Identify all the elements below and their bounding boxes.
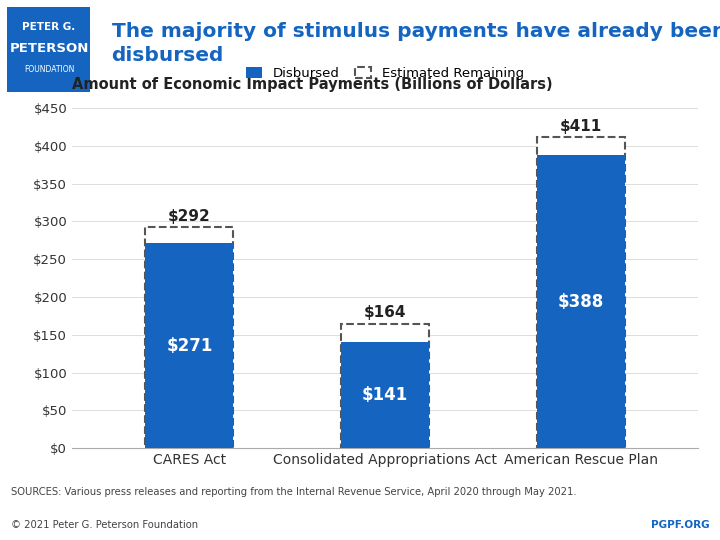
Text: $411: $411 — [560, 119, 602, 134]
Bar — [145, 227, 233, 448]
Text: $164: $164 — [364, 306, 407, 320]
Bar — [537, 138, 625, 448]
Text: The majority of stimulus payments have already been
disbursed: The majority of stimulus payments have a… — [112, 23, 720, 65]
Text: PETER G.: PETER G. — [22, 22, 76, 32]
Text: $292: $292 — [168, 208, 211, 224]
Text: $388: $388 — [558, 293, 604, 310]
Text: © 2021 Peter G. Peterson Foundation: © 2021 Peter G. Peterson Foundation — [11, 519, 198, 530]
Text: PETERSON: PETERSON — [9, 42, 89, 55]
Text: $271: $271 — [166, 337, 212, 355]
Text: SOURCES: Various press releases and reporting from the Internal Revenue Service,: SOURCES: Various press releases and repo… — [11, 487, 577, 497]
Bar — [341, 342, 429, 448]
Bar — [537, 155, 625, 448]
FancyBboxPatch shape — [7, 7, 90, 92]
Text: Amount of Economic Impact Payments (Billions of Dollars): Amount of Economic Impact Payments (Bill… — [72, 77, 553, 92]
Text: PGPF.ORG: PGPF.ORG — [651, 519, 709, 530]
Bar — [341, 324, 429, 448]
Text: $141: $141 — [362, 386, 408, 404]
Text: FOUNDATION: FOUNDATION — [24, 65, 74, 75]
Bar — [145, 244, 233, 448]
Legend: Disbursed, Estimated Remaining: Disbursed, Estimated Remaining — [241, 62, 529, 85]
